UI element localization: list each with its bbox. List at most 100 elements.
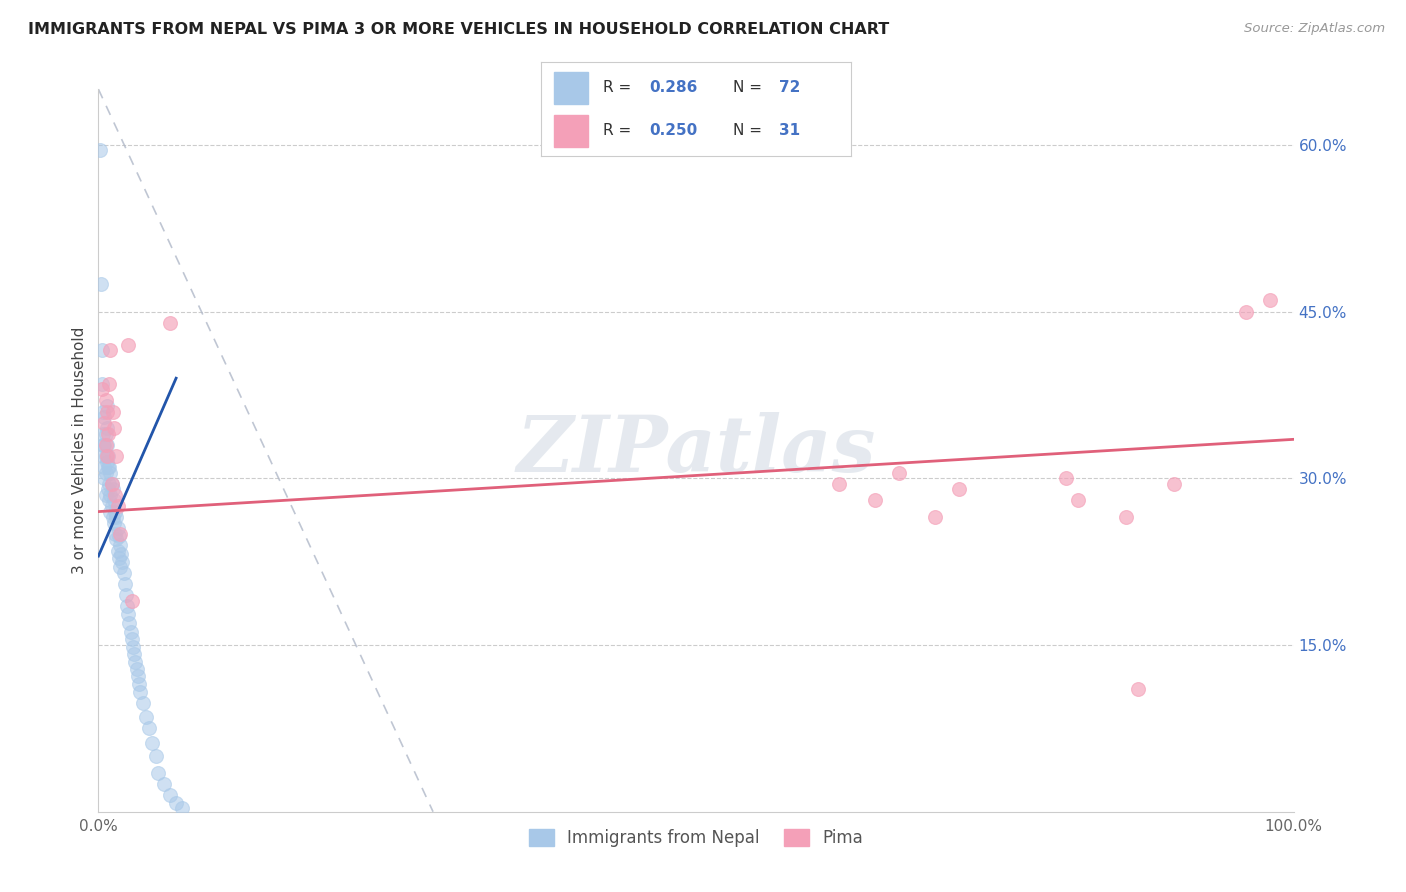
Point	[101, 404, 124, 418]
Point	[93, 410, 115, 425]
Point	[115, 599, 138, 613]
Point	[1067, 493, 1090, 508]
Text: 0.250: 0.250	[650, 123, 697, 138]
Point	[115, 588, 138, 602]
Point	[135, 710, 157, 724]
Text: IMMIGRANTS FROM NEPAL VS PIMA 3 OR MORE VEHICLES IN HOUSEHOLD CORRELATION CHART: IMMIGRANTS FROM NEPAL VS PIMA 3 OR MORE …	[28, 22, 890, 37]
Point	[889, 466, 911, 480]
Point	[117, 607, 139, 621]
Point	[98, 476, 121, 491]
Point	[948, 483, 970, 497]
Point	[108, 526, 131, 541]
Point	[103, 493, 125, 508]
Point	[165, 796, 187, 810]
Point	[112, 566, 135, 580]
Point	[122, 640, 145, 655]
Text: 72: 72	[779, 80, 801, 95]
Point	[91, 438, 114, 452]
Point	[100, 499, 122, 513]
Point	[121, 632, 143, 647]
Point	[127, 669, 149, 683]
Text: 31: 31	[779, 123, 800, 138]
Point	[105, 533, 128, 547]
Point	[107, 499, 129, 513]
Point	[94, 466, 117, 480]
Point	[105, 449, 128, 463]
Point	[94, 449, 117, 463]
Point	[159, 788, 181, 802]
Point	[98, 493, 121, 508]
Point	[91, 449, 114, 463]
Bar	[554, 115, 588, 147]
Point	[96, 399, 118, 413]
Point	[98, 505, 122, 519]
Bar	[554, 72, 588, 103]
Point	[924, 510, 946, 524]
Point	[96, 404, 118, 418]
Point	[97, 460, 120, 475]
Point	[101, 483, 124, 497]
Point	[96, 421, 118, 435]
Point	[93, 471, 115, 485]
Point	[124, 655, 146, 669]
Point	[1128, 682, 1150, 697]
Point	[98, 376, 121, 391]
Point	[91, 404, 114, 418]
Point	[96, 454, 118, 468]
Point	[91, 426, 114, 441]
Point	[98, 343, 122, 358]
Point	[93, 460, 115, 475]
Text: R =: R =	[603, 80, 637, 95]
Point	[124, 647, 146, 661]
Point	[120, 624, 142, 639]
Point	[138, 722, 160, 736]
Point	[172, 801, 194, 815]
Point	[828, 476, 851, 491]
Text: Source: ZipAtlas.com: Source: ZipAtlas.com	[1244, 22, 1385, 36]
Point	[98, 488, 122, 502]
Point	[91, 343, 114, 358]
Point	[93, 416, 115, 430]
Point	[96, 438, 118, 452]
Point	[117, 338, 139, 352]
Point	[108, 538, 131, 552]
Point	[104, 505, 127, 519]
Text: N =: N =	[733, 123, 766, 138]
Point	[118, 615, 141, 630]
Point	[89, 144, 111, 158]
Legend: Immigrants from Nepal, Pima: Immigrants from Nepal, Pima	[522, 822, 870, 854]
Point	[104, 488, 127, 502]
Point	[107, 551, 129, 566]
Point	[108, 560, 131, 574]
Point	[94, 393, 117, 408]
Point	[104, 526, 127, 541]
Point	[128, 677, 150, 691]
Point	[1056, 471, 1078, 485]
Point	[94, 488, 117, 502]
Point	[1115, 510, 1137, 524]
Point	[107, 529, 129, 543]
Y-axis label: 3 or more Vehicles in Household: 3 or more Vehicles in Household	[72, 326, 87, 574]
Point	[96, 449, 118, 463]
Point	[1163, 476, 1185, 491]
Point	[110, 547, 132, 561]
Point	[121, 593, 143, 607]
Point	[94, 426, 117, 441]
Text: N =: N =	[733, 80, 766, 95]
Point	[97, 426, 120, 441]
Point	[97, 483, 120, 497]
Point	[114, 577, 136, 591]
Point	[145, 749, 167, 764]
Text: ZIPatlas: ZIPatlas	[516, 412, 876, 489]
Point	[153, 777, 176, 791]
Text: 0.286: 0.286	[650, 80, 697, 95]
Point	[129, 684, 152, 698]
Point	[98, 460, 121, 475]
Point	[105, 510, 128, 524]
Point	[100, 476, 122, 491]
Point	[93, 438, 115, 452]
Point	[107, 543, 129, 558]
Point	[159, 316, 181, 330]
Point	[100, 476, 122, 491]
Point	[131, 696, 153, 710]
